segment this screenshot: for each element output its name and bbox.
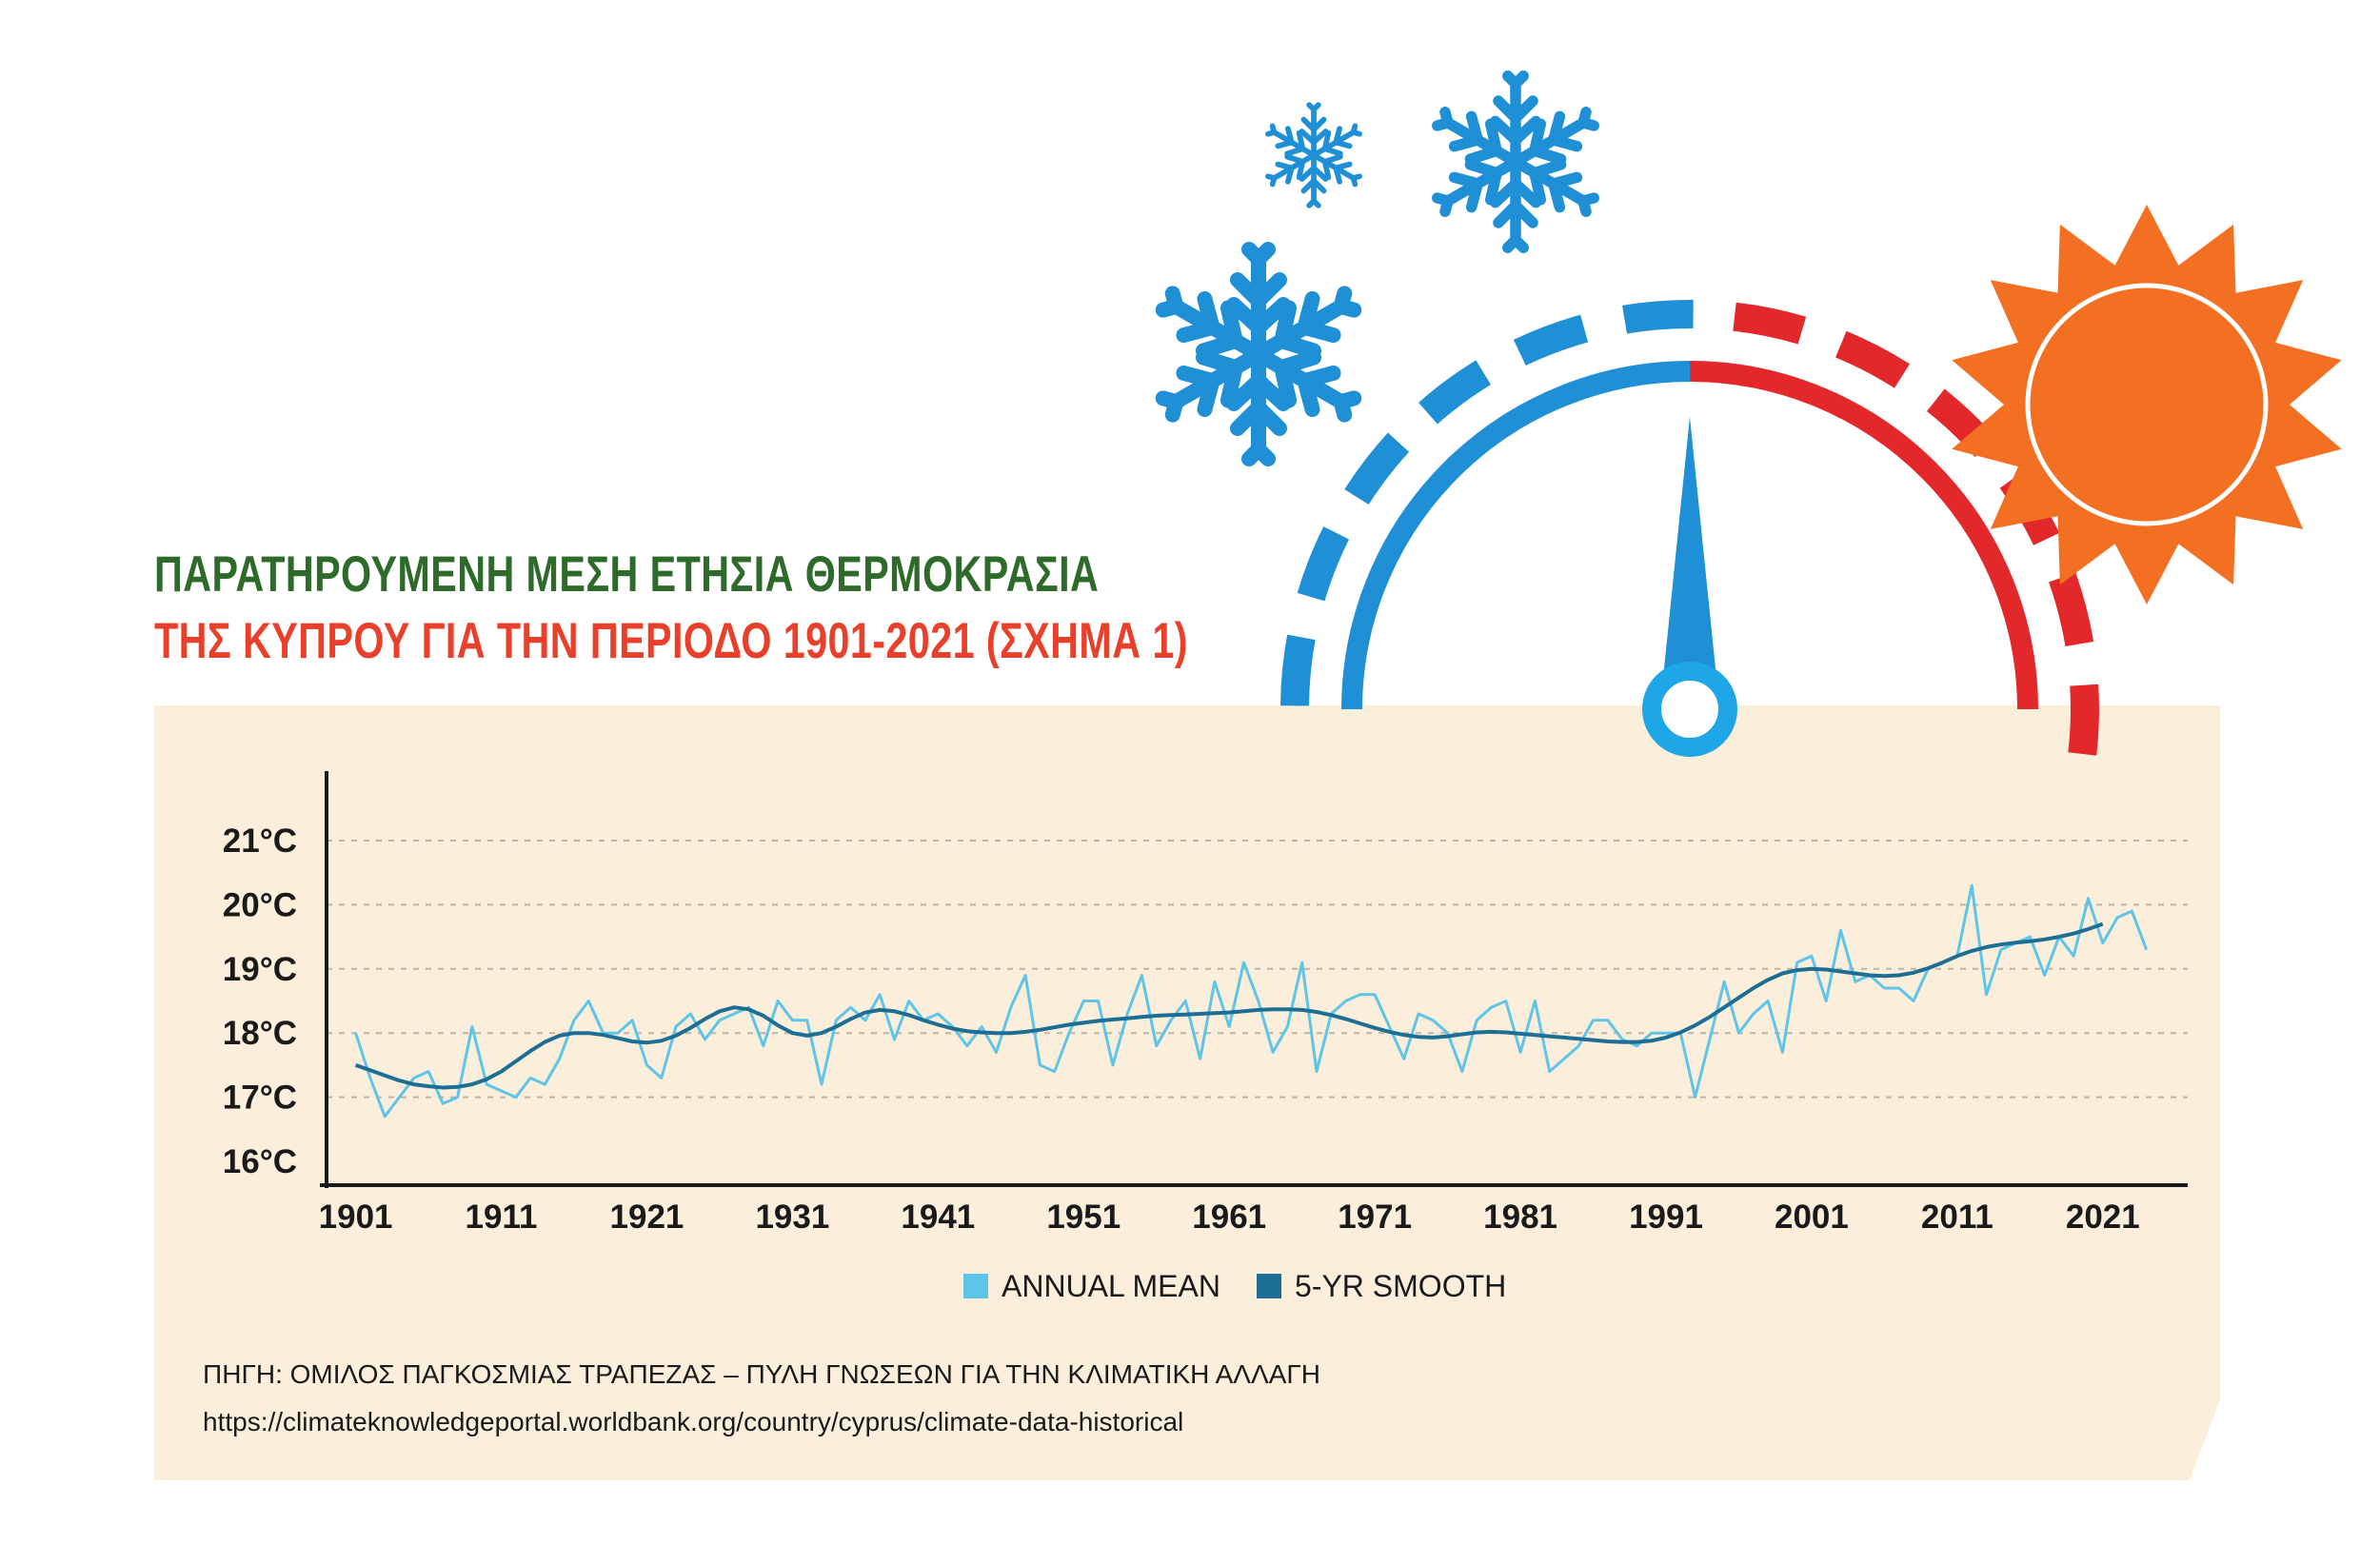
gridlines xyxy=(327,840,2188,1099)
x-tick-label: 1981 xyxy=(1483,1199,1557,1236)
y-tick-labels: 16°C 17°C 18°C 19°C 20°C 21°C xyxy=(223,822,297,1180)
y-tick-label: 17°C xyxy=(223,1080,297,1117)
y-tick-label: 19°C xyxy=(223,951,297,988)
chart-title-line2: ΤΗΣ ΚΥΠΡΟΥ ΓΙΑ ΤΗΝ ΠΕΡΙΟΔΟ 1901-2021 (ΣΧ… xyxy=(154,613,1188,669)
gauge-segment xyxy=(1418,360,1492,425)
legend-label-annual-mean: ANNUAL MEAN xyxy=(1002,1269,1220,1303)
gauge-segment xyxy=(1733,302,1807,345)
x-tick-labels: 1901 1911 1921 1931 1941 1951 1961 1971 1981 1991… xyxy=(319,1199,2140,1236)
legend: ANNUAL MEAN 5-YR SMOOTH xyxy=(963,1269,1506,1303)
series xyxy=(354,883,2149,1119)
gauge-segment xyxy=(2068,683,2099,756)
x-tick-label: 1991 xyxy=(1629,1199,1703,1236)
x-tick-label: 1951 xyxy=(1046,1199,1121,1236)
gauge-segment xyxy=(1280,634,1316,706)
x-tick-label: 2011 xyxy=(1921,1199,1993,1236)
x-tick-label: 1921 xyxy=(610,1199,684,1236)
x-tick-label: 1931 xyxy=(755,1199,829,1236)
x-tick-label: 2001 xyxy=(1775,1199,1849,1236)
gauge-segment xyxy=(1513,314,1589,366)
panel-background xyxy=(154,705,2220,1480)
gauge-segment xyxy=(1835,330,1911,388)
y-tick-label: 20°C xyxy=(223,886,297,923)
gauge-inner-hot xyxy=(1689,361,2038,710)
x-tick-label: 2021 xyxy=(2066,1199,2140,1236)
x-tick-label: 1961 xyxy=(1192,1199,1266,1236)
legend-label-5yr-smooth: 5-YR SMOOTH xyxy=(1295,1269,1506,1303)
gauge-segment xyxy=(1344,432,1410,505)
x-tick-label: 1941 xyxy=(901,1199,975,1236)
x-tick-label: 1901 xyxy=(319,1199,393,1236)
x-tick-label: 1911 xyxy=(466,1199,538,1236)
gauge-hub xyxy=(1642,662,1737,757)
gauge-needle xyxy=(1663,417,1716,678)
legend-swatch-5yr-smooth xyxy=(1257,1274,1281,1298)
sun-icon xyxy=(1952,205,2342,604)
series-line-annual-mean xyxy=(354,883,2149,1119)
x-tick-label: 1971 xyxy=(1338,1199,1412,1236)
sun-disc xyxy=(2025,283,2269,526)
source-url: https://climateknowledgeportal.worldbank… xyxy=(203,1407,1184,1436)
chart-title-line1: ΠΑΡΑΤΗΡΟΥΜΕΝΗ ΜΕΣΗ ΕΤΗΣΙΑ ΘΕΡΜΟΚΡΑΣΙΑ xyxy=(154,546,1100,603)
y-tick-label: 16°C xyxy=(223,1143,297,1180)
gauge-segment xyxy=(1622,299,1694,334)
series-line-5yr-smooth xyxy=(354,921,2104,1090)
gauge-segment xyxy=(1297,526,1350,602)
y-tick-label: 18°C xyxy=(223,1015,297,1052)
legend-swatch-annual-mean xyxy=(963,1274,988,1298)
axes xyxy=(320,771,2188,1188)
y-tick-label: 21°C xyxy=(223,822,297,860)
gauge-inner-cold xyxy=(1341,361,1691,710)
source-citation: ΠΗΓΗ: ΟΜΙΛΟΣ ΠΑΓΚΟΣΜΙΑΣ ΤΡΑΠΕΖΑΣ – ΠΥΛΗ … xyxy=(203,1359,1321,1389)
